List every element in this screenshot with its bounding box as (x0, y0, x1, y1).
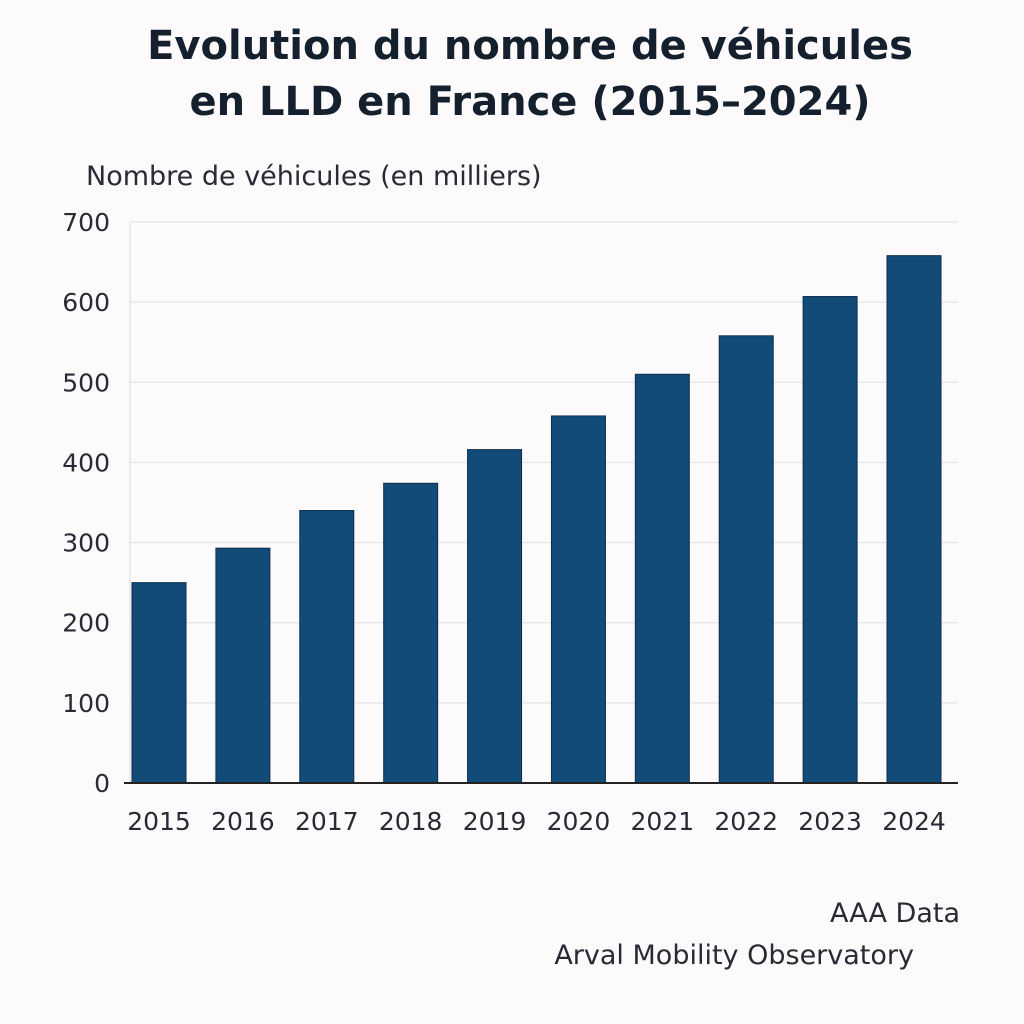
bar-2018 (383, 482, 439, 784)
chart-title: Evolution du nombre de véhicules en LLD … (0, 18, 1024, 130)
bars (131, 255, 942, 784)
y-tick-label: 200 (62, 609, 110, 638)
y-axis-ticks: 0 100 200 300 400 500 600 700 (62, 208, 110, 798)
bar-2019 (467, 449, 523, 784)
x-tick-label: 2019 (463, 807, 527, 836)
bar-2015 (131, 582, 187, 784)
bar-2016 (215, 547, 271, 784)
x-tick-label: 2020 (547, 807, 611, 836)
x-tick-label: 2021 (631, 807, 695, 836)
y-axis-label: Nombre de véhicules (en milliers) (86, 161, 542, 192)
chart-title-line-2: en LLD en France (2015–2024) (189, 79, 871, 125)
bar-2021 (634, 373, 690, 784)
bar-2023 (802, 296, 858, 784)
bar-2020 (550, 415, 606, 784)
x-tick-label: 2024 (882, 807, 946, 836)
source-aaa-data: AAA Data (830, 898, 960, 929)
y-tick-label: 600 (62, 288, 110, 317)
x-axis-ticks: 2015 2016 2017 2018 2019 2020 2021 2022 2023 2024 (127, 807, 946, 836)
y-tick-label: 300 (62, 529, 110, 558)
y-tick-label: 100 (62, 689, 110, 718)
y-tick-label: 400 (62, 448, 110, 477)
x-tick-label: 2018 (379, 807, 443, 836)
y-tick-label: 500 (62, 368, 110, 397)
x-tick-label: 2023 (798, 807, 862, 836)
x-tick-label: 2017 (295, 807, 359, 836)
y-tick-label: 0 (94, 769, 110, 798)
x-tick-label: 2015 (127, 807, 191, 836)
x-tick-label: 2022 (714, 807, 778, 836)
x-tick-label: 2016 (211, 807, 275, 836)
y-tick-label: 700 (62, 208, 110, 237)
source-arval: Arval Mobility Observatory (554, 940, 914, 971)
bar-2024 (886, 255, 942, 784)
bar-2017 (299, 510, 355, 784)
chart-title-line-1: Evolution du nombre de véhicules (147, 23, 913, 69)
bar-2022 (718, 335, 774, 784)
